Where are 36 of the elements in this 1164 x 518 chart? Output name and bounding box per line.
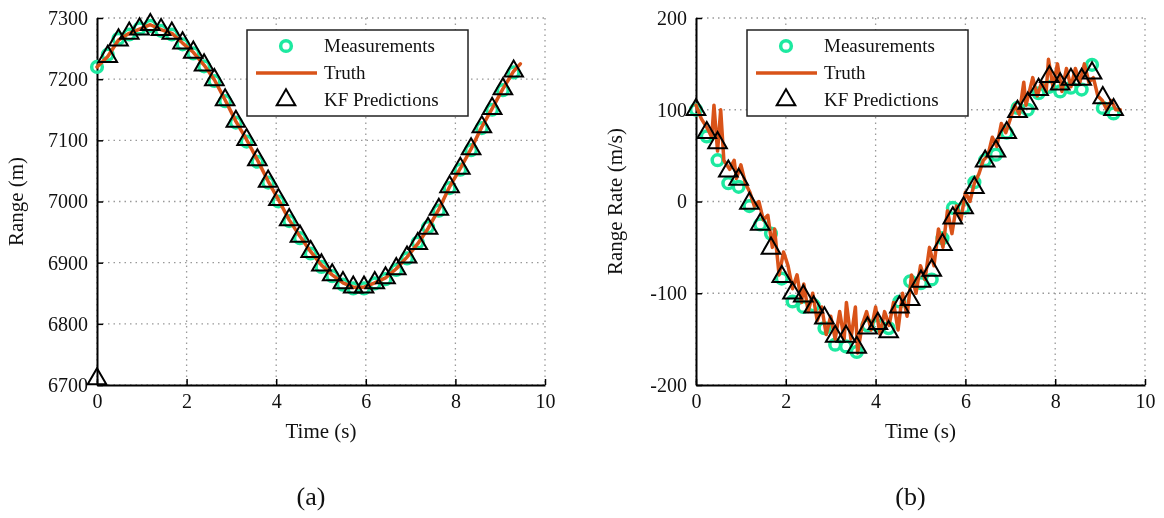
y-tick-label: 6800 bbox=[48, 312, 88, 335]
x-axis-title: Time (s) bbox=[885, 419, 956, 443]
y-tick-label: -200 bbox=[650, 373, 687, 396]
x-tick-label: 10 bbox=[1135, 390, 1156, 413]
legend-label: Truth bbox=[824, 62, 867, 83]
x-tick-label: 6 bbox=[960, 390, 971, 413]
text: (a) bbox=[296, 482, 326, 511]
y-axis-title: Range Rate (m/s) bbox=[603, 128, 627, 275]
x-tick-label: 4 bbox=[271, 390, 282, 413]
legend-label: Truth bbox=[324, 62, 367, 83]
x-tick-label: 10 bbox=[535, 390, 556, 413]
y-tick-label: 7200 bbox=[48, 68, 88, 91]
y-tick-label: 100 bbox=[657, 98, 687, 121]
y-tick-label: 7100 bbox=[48, 129, 88, 152]
y-axis-title: Range (m) bbox=[4, 156, 28, 247]
y-tick-label: -100 bbox=[650, 282, 687, 305]
text: (b) bbox=[895, 482, 926, 511]
x-tick-label: 0 bbox=[691, 390, 702, 413]
x-axis-title: Time (s) bbox=[285, 419, 357, 443]
x-tick-label: 0 bbox=[92, 390, 103, 413]
y-tick-label: 0 bbox=[677, 190, 687, 213]
legend-label: KF Predictions bbox=[324, 89, 439, 110]
legend-label: Measurements bbox=[824, 35, 935, 56]
legend-label: Measurements bbox=[324, 35, 435, 56]
x-tick-label: 8 bbox=[1050, 390, 1061, 413]
y-tick-label: 7300 bbox=[48, 6, 88, 29]
x-tick-label: 6 bbox=[361, 390, 372, 413]
x-tick-label: 8 bbox=[450, 390, 461, 413]
y-tick-label: 7000 bbox=[48, 190, 88, 213]
x-tick-label: 2 bbox=[781, 390, 792, 413]
y-tick-label: 200 bbox=[657, 6, 687, 29]
y-tick-label: 6900 bbox=[48, 251, 88, 274]
x-tick-label: 4 bbox=[871, 390, 882, 413]
x-tick-label: 2 bbox=[182, 390, 193, 413]
legend-label: KF Predictions bbox=[824, 89, 939, 110]
y-tick-label: 6700 bbox=[48, 373, 88, 396]
